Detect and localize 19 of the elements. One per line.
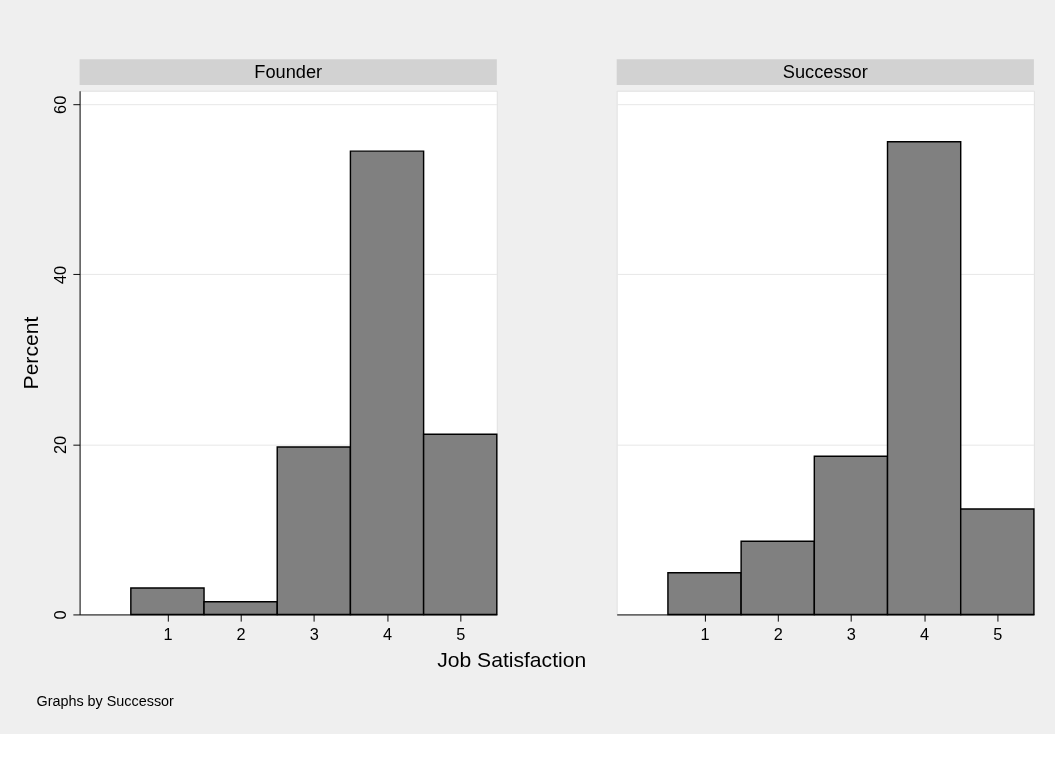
x-tick-label: 3 xyxy=(309,624,319,643)
x-tick-label: 1 xyxy=(700,624,710,643)
y-tick-label: 0 xyxy=(50,610,69,620)
x-tick-label: 4 xyxy=(920,624,930,643)
x-tick-label: 4 xyxy=(382,624,393,643)
x-tick-label: 1 xyxy=(163,624,173,643)
x-axis-title: Job Satisfaction xyxy=(437,647,587,671)
text: Graphs by Successor xyxy=(36,692,175,709)
x-tick-label: 5 xyxy=(993,624,1003,643)
x-tick-label: 5 xyxy=(456,624,466,643)
chart-title: Successor xyxy=(782,62,868,83)
x-tick-label: 2 xyxy=(236,624,246,643)
chart-title: Founder xyxy=(254,62,323,83)
y-tick-label: 40 xyxy=(50,265,69,284)
y-tick-label: 60 xyxy=(50,95,69,114)
y-axis-title: Percent xyxy=(18,316,42,390)
y-tick-label: 20 xyxy=(50,435,69,454)
x-tick-label: 2 xyxy=(773,624,783,643)
x-tick-label: 3 xyxy=(846,624,856,643)
